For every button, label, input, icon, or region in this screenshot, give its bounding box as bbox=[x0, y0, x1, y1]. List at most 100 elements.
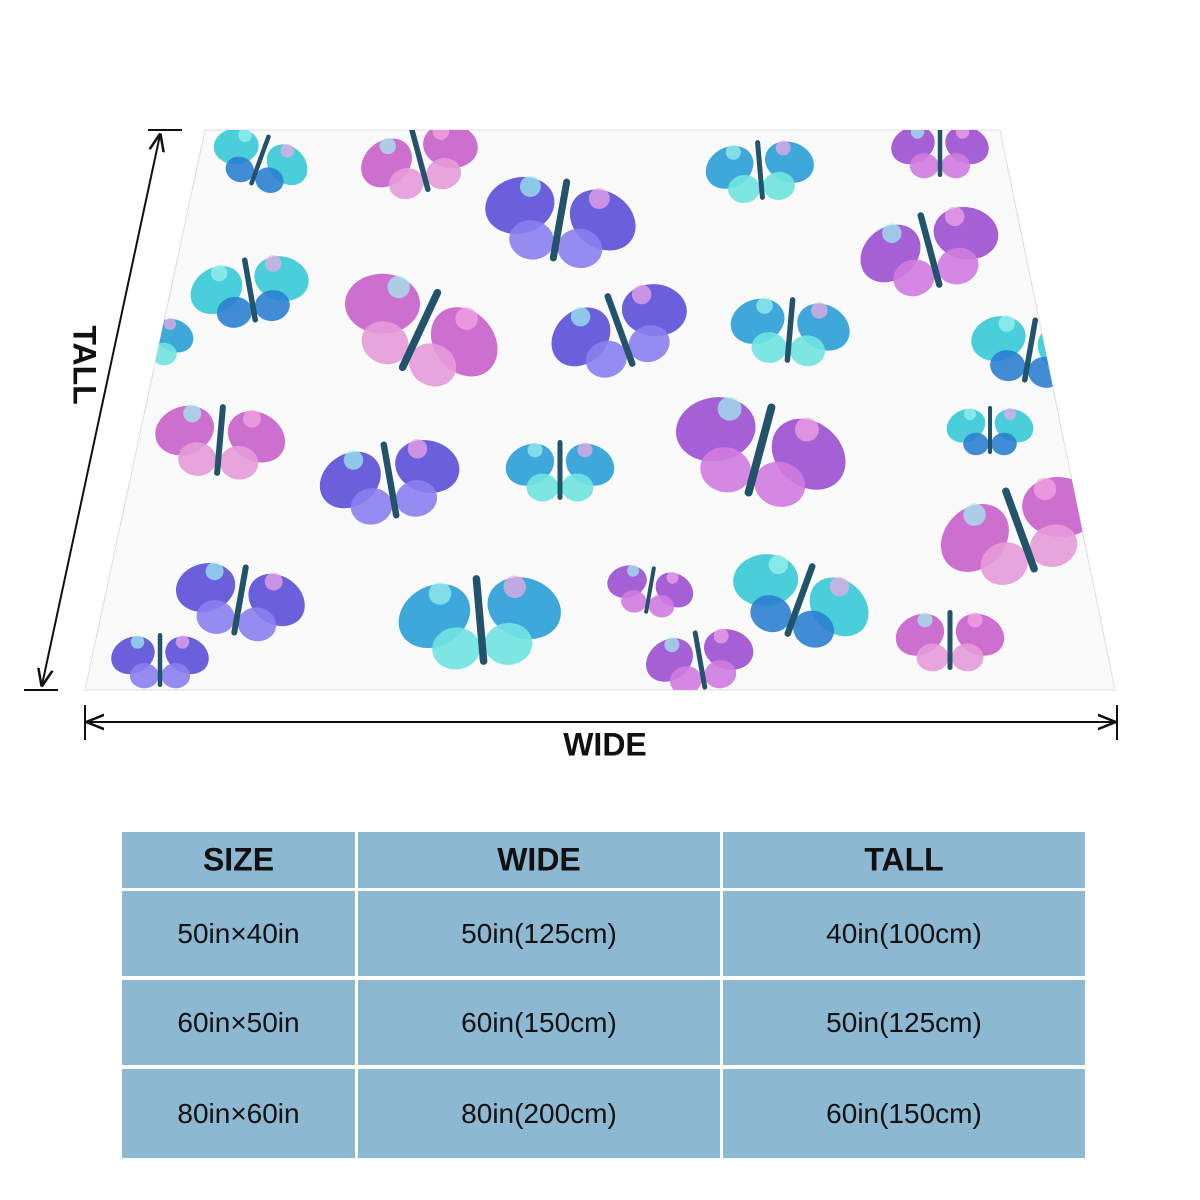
butterfly bbox=[485, 175, 636, 269]
wing bbox=[893, 259, 935, 297]
header-text: SIZE bbox=[203, 841, 274, 877]
wing bbox=[254, 290, 290, 322]
table-cell bbox=[122, 1069, 355, 1158]
butterfly bbox=[646, 628, 754, 690]
wing bbox=[361, 321, 409, 365]
wing bbox=[196, 600, 235, 634]
butterfly bbox=[733, 554, 869, 648]
wing bbox=[990, 350, 1026, 382]
butterfly bbox=[175, 562, 305, 642]
wing-spot bbox=[631, 284, 652, 305]
butterfly bbox=[505, 440, 615, 502]
wing bbox=[754, 461, 806, 507]
header-text: WIDE bbox=[497, 841, 581, 877]
wing-spot bbox=[264, 572, 283, 591]
wing-spot bbox=[1052, 324, 1070, 342]
butterfly bbox=[730, 297, 850, 367]
wing-spot bbox=[379, 137, 396, 155]
body bbox=[241, 257, 259, 323]
wing bbox=[225, 156, 255, 183]
header-cell bbox=[122, 832, 355, 888]
body bbox=[249, 134, 271, 186]
wing-spot bbox=[265, 255, 282, 272]
body bbox=[784, 297, 796, 363]
body bbox=[157, 633, 163, 687]
body bbox=[755, 140, 765, 200]
wing-spot bbox=[775, 140, 791, 156]
wing-spot bbox=[725, 144, 741, 160]
cell-text: 60in×50in bbox=[177, 1007, 299, 1038]
wing bbox=[750, 595, 792, 633]
wide-label: WIDE bbox=[563, 726, 647, 762]
butterfly bbox=[398, 575, 561, 670]
wing bbox=[728, 174, 761, 203]
wing-spot bbox=[210, 264, 228, 282]
body bbox=[744, 403, 776, 497]
wing bbox=[1029, 524, 1078, 568]
wing-spot bbox=[917, 612, 933, 628]
wing-spot bbox=[627, 564, 640, 577]
butterfly bbox=[940, 477, 1098, 586]
cell-text: 80in×60in bbox=[177, 1098, 299, 1129]
wing-spot bbox=[998, 315, 1015, 332]
wing-spot bbox=[964, 408, 976, 420]
wing bbox=[704, 660, 737, 689]
wing-spot bbox=[519, 175, 541, 197]
table-cell bbox=[122, 980, 355, 1065]
wing bbox=[123, 342, 149, 366]
wing bbox=[178, 442, 217, 476]
wing bbox=[751, 332, 787, 363]
body bbox=[1002, 487, 1038, 573]
wing bbox=[937, 247, 979, 285]
wing bbox=[951, 643, 984, 672]
wing-spot bbox=[955, 130, 970, 139]
wing-spot bbox=[756, 297, 773, 314]
body bbox=[937, 130, 943, 177]
wing bbox=[669, 666, 702, 690]
body bbox=[549, 178, 571, 262]
cell-text: 80in(200cm) bbox=[461, 1098, 617, 1129]
wing-spot bbox=[242, 409, 261, 428]
wing-spot bbox=[944, 206, 965, 227]
table-cell bbox=[122, 891, 355, 976]
body bbox=[988, 406, 992, 454]
wing-spot bbox=[666, 571, 679, 584]
tall-label: TALL bbox=[67, 325, 103, 404]
butterfly bbox=[190, 255, 309, 328]
header-text: TALL bbox=[864, 841, 943, 877]
header-cell bbox=[723, 832, 1085, 888]
wing-spot bbox=[503, 575, 526, 599]
wing bbox=[789, 335, 826, 367]
wing bbox=[916, 643, 949, 672]
body bbox=[398, 288, 442, 372]
wing-spot bbox=[428, 582, 452, 605]
wing bbox=[161, 663, 191, 689]
wing bbox=[509, 220, 554, 260]
body bbox=[917, 212, 943, 288]
wing-spot bbox=[183, 404, 202, 423]
cell-text: 50in×40in bbox=[177, 918, 299, 949]
wing-spot bbox=[175, 635, 190, 649]
body bbox=[231, 564, 249, 636]
butterfly bbox=[345, 273, 498, 387]
table-cell bbox=[723, 891, 1085, 976]
wing bbox=[216, 296, 252, 328]
wing bbox=[237, 607, 277, 642]
table-cell bbox=[358, 1069, 720, 1158]
wing-spot bbox=[205, 562, 224, 581]
wing bbox=[585, 340, 627, 378]
butterfly bbox=[705, 140, 814, 203]
wing-spot bbox=[1004, 408, 1016, 420]
wing-spot bbox=[527, 442, 543, 458]
cell-text: 60in(150cm) bbox=[461, 1007, 617, 1038]
wing bbox=[793, 610, 835, 648]
wing bbox=[129, 663, 159, 689]
butterfly bbox=[319, 439, 460, 525]
wing bbox=[700, 447, 752, 493]
body bbox=[380, 441, 400, 519]
wing-spot bbox=[963, 503, 986, 526]
body bbox=[214, 404, 226, 476]
wing bbox=[388, 168, 424, 200]
